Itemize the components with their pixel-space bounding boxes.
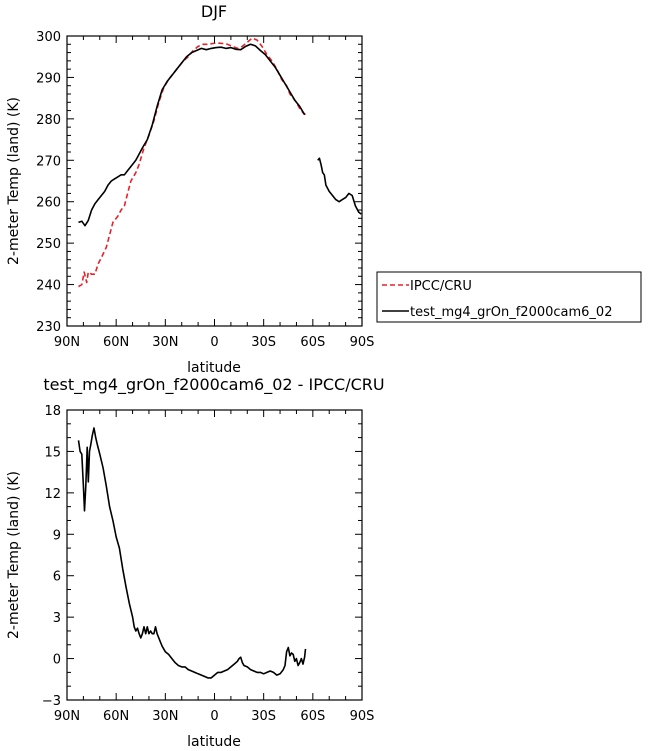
top-x-tick-label: 30N — [152, 335, 178, 350]
top-y-tick-label: 290 — [36, 71, 61, 86]
top-chart-y-axis-title: 2-meter Temp (land) (K) — [6, 97, 22, 265]
top-x-tick-label: 90N — [54, 335, 80, 350]
bottom-x-tick-label: 30S — [251, 709, 276, 724]
bottom-x-tick-label: 60S — [300, 709, 325, 724]
bottom-chart-plot-area: 90N 60N 30N 0 30S 60S 90S −3 0 3 6 9 12 15 18 — [42, 404, 375, 724]
top-series-1-line-1 — [317, 157, 362, 215]
top-chart-title: DJF — [201, 2, 227, 21]
top-y-tick-label: 270 — [36, 154, 61, 169]
bottom-chart-y-axis-title: 2-meter Temp (land) (K) — [6, 471, 22, 639]
top-x-tick-label: 30S — [251, 335, 276, 350]
bottom-chart-title: test_mg4_grOn_f2000cam6_02 - IPCC/CRU — [43, 375, 384, 395]
bottom-chart-x-axis-title: latitude — [187, 734, 241, 750]
top-y-tick-label: 230 — [36, 320, 61, 335]
top-y-tick-label: 300 — [36, 30, 61, 45]
bottom-x-tick-label: 90N — [54, 709, 80, 724]
top-y-tick-label: 280 — [36, 113, 61, 128]
top-x-tick-label: 60N — [103, 335, 129, 350]
bottom-y-tick-label: 3 — [53, 611, 61, 626]
bottom-y-tick-label: 6 — [53, 570, 61, 585]
top-x-tick-label: 60S — [300, 335, 325, 350]
bottom-y-tick-label: 12 — [44, 487, 61, 502]
top-series-1-line-0 — [78, 43, 306, 227]
bottom-x-tick-label: 60N — [103, 709, 129, 724]
top-y-tick-label: 260 — [36, 196, 61, 211]
bottom-chart: test_mg4_grOn_f2000cam6_02 - IPCC/CRU 2-… — [6, 375, 385, 750]
top-x-tick-label: 0 — [210, 335, 218, 350]
top-chart-x-axis-title: latitude — [187, 360, 241, 376]
bottom-y-tick-label: 15 — [44, 445, 61, 460]
top-chart: DJF 2-meter Temp (land) (K) latitude 90N… — [6, 2, 642, 376]
legend-label-obs: IPCC/CRU — [410, 279, 472, 294]
bottom-y-tick-label: 0 — [53, 653, 61, 668]
bottom-y-tick-label: 9 — [53, 528, 61, 543]
top-chart-plot-area: 90N 60N 30N 0 30S 60S 90S 230 240 250 260 270 280 290… — [36, 30, 374, 350]
top-y-tick-label: 250 — [36, 237, 61, 252]
top-chart-legend: IPCC/CRU test_mg4_grOn_f2000cam6_02 — [376, 271, 642, 323]
top-x-tick-label: 90S — [350, 335, 375, 350]
bottom-y-tick-label: 18 — [44, 404, 61, 419]
bottom-x-tick-label: 30N — [152, 709, 178, 724]
bottom-x-tick-label: 0 — [210, 709, 218, 724]
top-series-0-line-0 — [78, 37, 307, 288]
legend-box — [376, 271, 642, 323]
bottom-series-0-line-0 — [77, 427, 307, 679]
bottom-plot-frame — [66, 409, 363, 701]
bottom-y-tick-label: −3 — [42, 694, 61, 709]
legend-label-model: test_mg4_grOn_f2000cam6_02 — [410, 305, 612, 320]
top-y-tick-label: 240 — [36, 279, 61, 294]
bottom-x-tick-label: 90S — [350, 709, 375, 724]
